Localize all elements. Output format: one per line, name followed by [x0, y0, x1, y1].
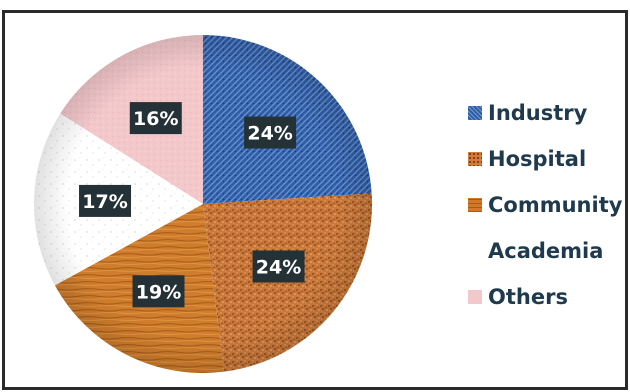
data-label-box — [129, 102, 182, 135]
legend-swatch-industry — [468, 106, 482, 120]
legend-item-community: Community — [468, 182, 622, 228]
legend-item-hospital: Hospital — [468, 136, 622, 182]
legend-item-others: Others — [468, 274, 622, 320]
data-label-box — [79, 184, 132, 217]
legend-label-community: Community — [488, 193, 623, 217]
legend-label-hospital: Hospital — [488, 147, 587, 171]
legend-item-academia: Academia — [468, 228, 622, 274]
legend-swatch-community — [468, 198, 482, 212]
data-label-box — [132, 275, 185, 308]
data-label-hospital: 24% — [252, 250, 305, 283]
legend-label-academia: Academia — [488, 239, 604, 263]
data-label-text: 24% — [256, 256, 301, 278]
data-label-text: 19% — [136, 281, 181, 303]
legend-swatch-hospital — [468, 152, 482, 166]
data-label-box — [252, 250, 305, 283]
data-label-industry: 24% — [244, 116, 297, 149]
data-label-academia: 17% — [79, 184, 132, 217]
legend-swatch-academia — [468, 244, 482, 258]
legend-label-others: Others — [488, 285, 568, 309]
legend-label-industry: Industry — [488, 101, 588, 125]
data-label-text: 24% — [247, 123, 292, 145]
data-label-box — [244, 116, 297, 149]
legend-swatch-others — [468, 290, 482, 304]
legend: Industry Hospital Community Academia Oth… — [468, 90, 622, 320]
data-label-others: 16% — [129, 102, 182, 135]
legend-item-industry: Industry — [468, 90, 622, 136]
data-label-text: 16% — [133, 108, 178, 130]
data-label-community: 19% — [132, 275, 185, 308]
data-label-text: 17% — [82, 191, 127, 213]
